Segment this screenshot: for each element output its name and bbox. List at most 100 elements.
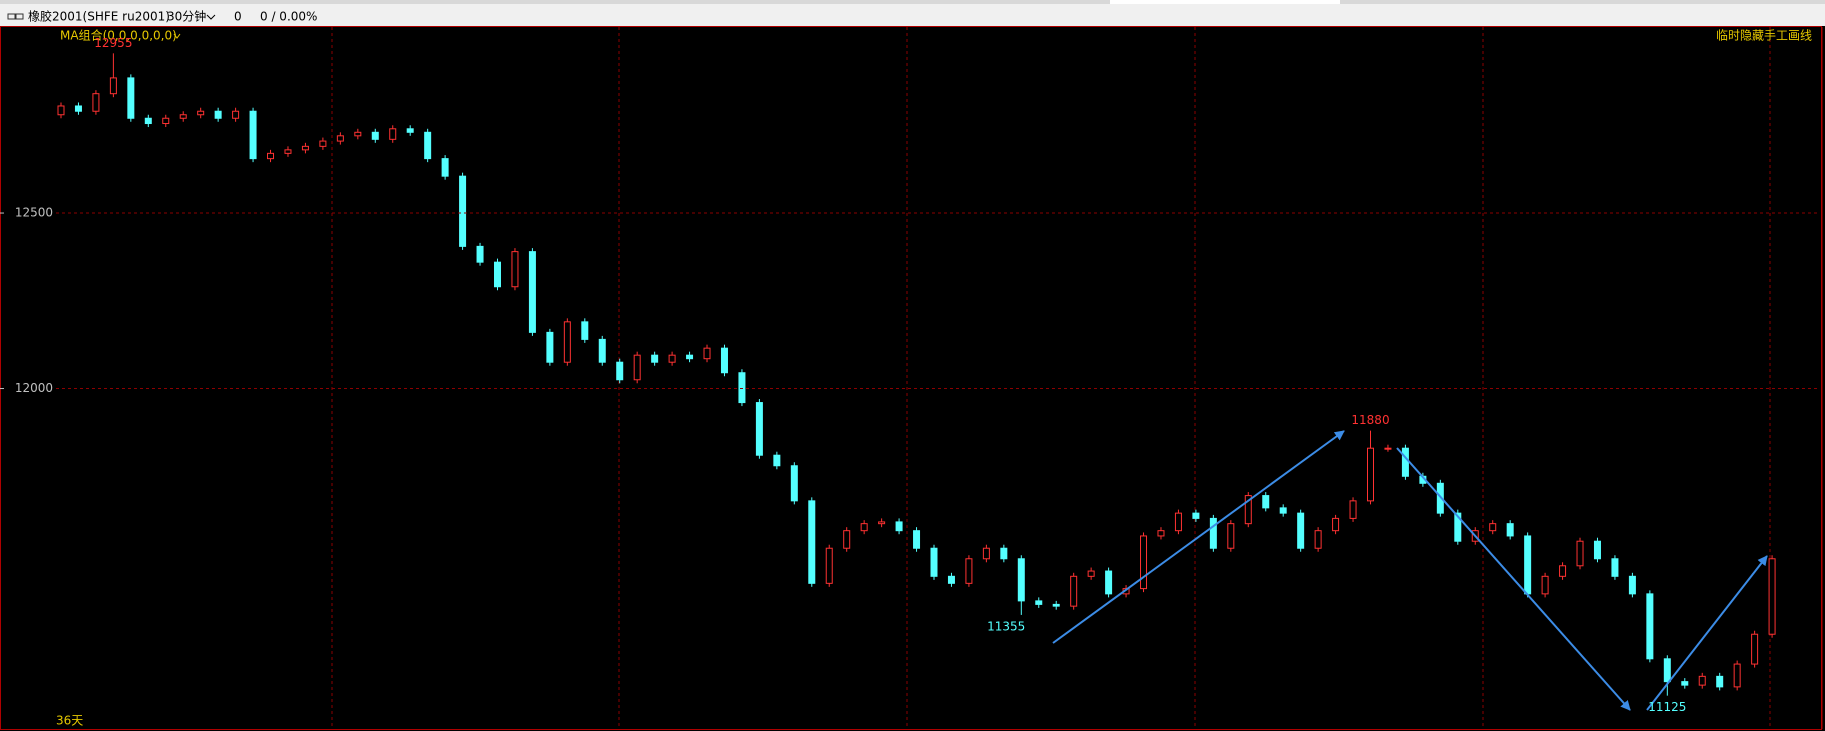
candle-body [1384, 447, 1392, 450]
indicator-label[interactable]: MA组合(0,0,0,0,0,0) [60, 28, 177, 43]
y-tick-label: 12500 [15, 206, 53, 220]
period-chevron[interactable] [206, 14, 216, 20]
candle-body [441, 158, 449, 177]
position: 0 [234, 10, 242, 24]
candle-body [1681, 681, 1689, 686]
candle-body [1751, 633, 1759, 665]
extreme-label: 11355 [987, 619, 1025, 633]
candle-body [633, 354, 641, 381]
candle-body [878, 521, 886, 525]
candle-body [773, 454, 781, 467]
symbol[interactable]: 橡胶2001(SHFE ru2001) [28, 9, 170, 24]
candle-body [1035, 600, 1043, 605]
candle-body [127, 77, 135, 119]
candle-body [459, 175, 467, 247]
candle-body [738, 372, 746, 404]
trend-arrows [1052, 430, 1768, 711]
candle-body [406, 128, 414, 133]
candle-body [162, 117, 170, 125]
candle-body [301, 145, 309, 151]
candle-body [109, 77, 117, 95]
candle-body [1105, 570, 1113, 595]
candle-body [494, 261, 501, 288]
candle-body [598, 338, 606, 363]
candle-body [249, 110, 257, 160]
candle-body [1000, 547, 1008, 560]
span-label: 36天 [56, 714, 83, 728]
candle-body [947, 575, 955, 584]
candle-body [965, 558, 973, 584]
candle-body [720, 347, 728, 374]
candle-body [651, 354, 659, 363]
candle-body [1192, 512, 1200, 519]
toolbar [0, 0, 1825, 26]
candle-body [1768, 558, 1776, 635]
candle-body [860, 523, 868, 532]
candle-body [179, 114, 187, 119]
period[interactable]: 30分钟 [167, 9, 206, 24]
candle-body [389, 128, 397, 140]
candle-body [825, 547, 833, 584]
hide-drawings[interactable]: 临时隐藏手工画线 [1716, 29, 1812, 43]
candle-body [1524, 535, 1532, 595]
candle-body [1244, 495, 1252, 525]
candle-body [476, 245, 484, 263]
candle-body [1349, 500, 1357, 519]
candle-body [232, 110, 240, 119]
candle-body [197, 110, 205, 116]
candle-body [57, 105, 65, 116]
plot-frame [0, 26, 1822, 730]
extreme-label: 12955 [94, 36, 132, 50]
candle-body [1227, 523, 1235, 549]
candle-body [92, 93, 100, 112]
window-strip-box [1110, 0, 1340, 4]
candle-body [1174, 512, 1182, 532]
candle-body [1279, 507, 1287, 514]
candle-body [1506, 523, 1514, 537]
candle-body [1157, 530, 1165, 537]
candle-body [808, 500, 816, 584]
candle-body [336, 135, 344, 142]
candle-body [1611, 558, 1619, 577]
candle-body [354, 131, 362, 137]
candle-body [371, 131, 379, 140]
candle-body [1698, 675, 1706, 686]
candle-body [284, 149, 292, 154]
candle-body [1070, 575, 1078, 607]
candle-body [581, 321, 589, 340]
candle-body [1367, 447, 1374, 502]
candle-body [1087, 570, 1095, 577]
change: 0 / 0.00% [260, 10, 317, 24]
candle-body [214, 110, 222, 119]
candle-body [1559, 565, 1567, 577]
extreme-label: 11125 [1648, 700, 1686, 714]
candle-body [1314, 530, 1322, 549]
candle-body [703, 347, 711, 360]
candle-body [511, 251, 519, 288]
candle-body [616, 361, 624, 381]
candle-body [1209, 517, 1217, 549]
candle-body [1646, 593, 1654, 660]
candle-body [930, 547, 938, 577]
candle-body [790, 465, 798, 502]
candle-body [1262, 495, 1270, 509]
indicator-chevron[interactable] [173, 33, 181, 39]
candle-body [1332, 517, 1340, 532]
symbol-icon[interactable] [7, 13, 24, 20]
candle-body [528, 251, 536, 333]
candle-body [1017, 558, 1025, 602]
candle-body [1052, 603, 1060, 607]
candle-body [1454, 512, 1462, 542]
candle-body [686, 354, 694, 360]
y-tick-label: 12000 [15, 381, 53, 395]
candle-body [563, 321, 571, 363]
candle-body [1733, 663, 1741, 688]
candle-body [1297, 512, 1305, 549]
candle-body [895, 521, 903, 532]
candle-body [74, 105, 82, 112]
candle-body [982, 547, 990, 560]
candle-body [424, 131, 432, 160]
candle-body [1576, 540, 1584, 567]
